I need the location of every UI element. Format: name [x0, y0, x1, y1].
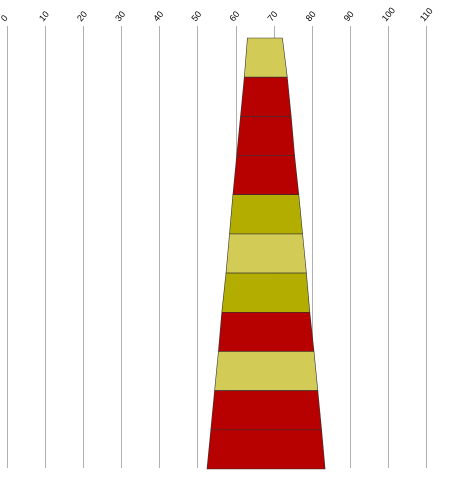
funnel-segment-3 — [236, 116, 295, 156]
funnel-segment-11 — [206, 429, 326, 470]
x-tick-label-110: 110 — [418, 6, 435, 23]
x-tick-label-0: 0 — [0, 13, 10, 23]
x-tick-label-60: 60 — [227, 9, 241, 23]
x-tick-label-50: 50 — [189, 9, 203, 23]
x-tick-label-30: 30 — [113, 9, 127, 23]
x-tick-label-90: 90 — [342, 9, 356, 23]
funnel-segments — [206, 37, 326, 470]
funnel-segment-4 — [232, 155, 300, 195]
x-tick-label-100: 100 — [380, 5, 397, 23]
x-axis-ticks: 0 10 20 30 40 50 60 70 80 90 100 110 — [0, 5, 435, 23]
gridlines — [7, 26, 427, 468]
x-tick-label-70: 70 — [266, 9, 280, 23]
funnel-segment-1 — [243, 37, 288, 78]
funnel-segment-2 — [240, 76, 292, 117]
x-tick-label-20: 20 — [75, 9, 89, 23]
x-tick-label-10: 10 — [37, 9, 51, 23]
funnel-segment-6 — [225, 233, 307, 274]
x-tick-label-80: 80 — [304, 9, 318, 23]
funnel-segment-8 — [218, 311, 315, 352]
funnel-segment-5 — [229, 194, 303, 235]
x-tick-label-40: 40 — [151, 9, 165, 23]
funnel-segment-9 — [214, 351, 319, 391]
funnel-segment-7 — [221, 272, 311, 313]
funnel-segment-10 — [210, 390, 322, 431]
